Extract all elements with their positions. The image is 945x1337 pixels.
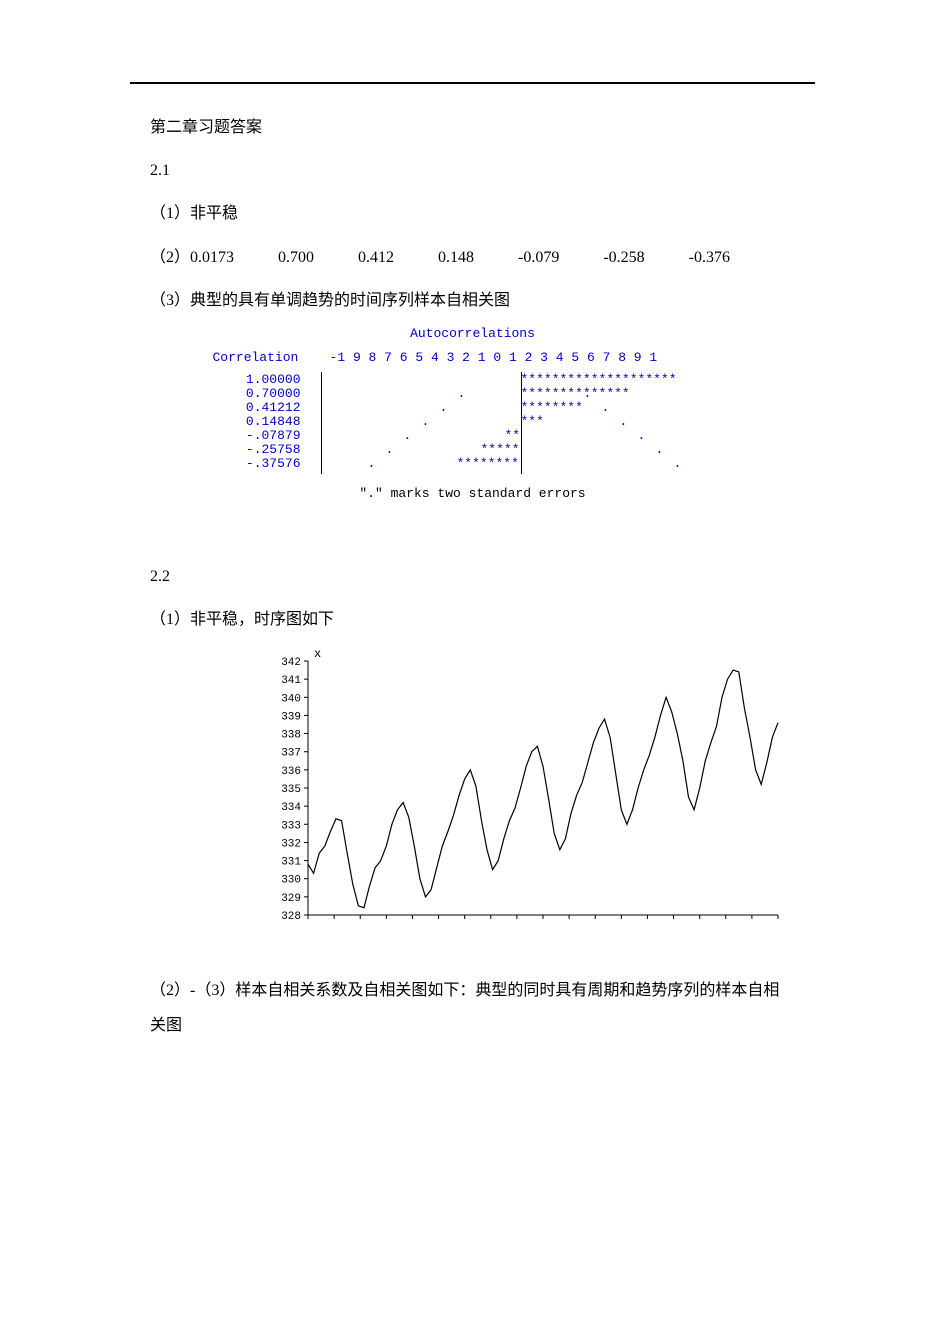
svg-text:329: 329 [281,893,301,905]
svg-text:334: 334 [281,803,301,815]
autocorr-scale: -1 9 8 7 6 5 4 3 2 1 0 1 2 3 4 5 6 7 8 9… [330,350,658,365]
section-2-2-item1: （1）非平稳，时序图如下 [150,602,795,637]
item2-prefix: （2） [150,240,190,275]
svg-text:339: 339 [281,712,301,724]
section-2-2-number: 2.2 [150,559,795,594]
acf-value: 0.700 [278,240,314,275]
document-content: 第二章习题答案 2.1 （1）非平稳 （2）0.01730.7000.4120.… [150,110,795,1043]
svg-text:341: 341 [281,676,301,688]
acf-value: 0.148 [438,240,474,275]
svg-text:333: 333 [281,821,301,833]
acf-value: 0.0173 [190,240,234,275]
autocorr-plot: 1.00000********************0.70000******… [221,372,733,474]
svg-text:342: 342 [281,657,301,669]
acf-value: -0.376 [689,240,730,275]
ts-chart-svg: 328 329 330 331 332 333 334 335 336 337 338 339 340 3… [260,645,790,935]
page: 第二章习题答案 2.1 （1）非平稳 （2）0.01730.7000.4120.… [0,0,945,1337]
doc-title: 第二章习题答案 [150,110,795,145]
svg-text:336: 336 [281,766,301,778]
section-2-2-item2: （2）-（3）样本自相关系数及自相关图如下：典型的同时具有周期和趋势序列的样本自… [150,973,795,1043]
section-2-1-item2: （2）0.0173 0.700 0.412 0.148 -0.079 -0.258 -0.3… [150,240,795,275]
item2-values: 0.0173 0.700 0.412 0.148 -0.079 -0.258 -0.376 [190,240,730,275]
autocorr-se-note: "." marks two standard errors [150,480,795,509]
autocorr-header: Correlation -1 9 8 7 6 5 4 3 2 1 0 1 2 3… [213,350,733,366]
svg-text:x: x [314,647,321,661]
section-2-1-item3: （3）典型的具有单调趋势的时间序列样本自相关图 [150,283,795,318]
svg-text:338: 338 [281,730,301,742]
section-2-1-item1: （1）非平稳 [150,196,795,231]
svg-text:331: 331 [281,857,301,869]
section-2-1-number: 2.1 [150,153,795,188]
svg-text:340: 340 [281,694,301,706]
acf-bar: ******** [457,456,519,472]
acf-value: 0.412 [358,240,394,275]
autocorr-header-left: Correlation [213,350,299,365]
acf-row-value: -.37576 [221,456,301,472]
svg-text:328: 328 [281,911,301,923]
svg-text:337: 337 [281,748,301,760]
acf-value: -0.079 [518,240,559,275]
acf-se-dot: . [368,456,376,472]
acf-se-dot: . [674,456,682,472]
svg-text:335: 335 [281,784,301,796]
acf-value: -0.258 [603,240,644,275]
autocorrelation-block: Autocorrelations Correlation -1 9 8 7 6 … [213,326,733,475]
svg-text:330: 330 [281,875,301,887]
autocorr-title: Autocorrelations [213,326,733,342]
svg-text:332: 332 [281,839,301,851]
time-series-chart: 328 329 330 331 332 333 334 335 336 337 338 339 340 3… [260,645,795,948]
top-rule [130,82,815,84]
